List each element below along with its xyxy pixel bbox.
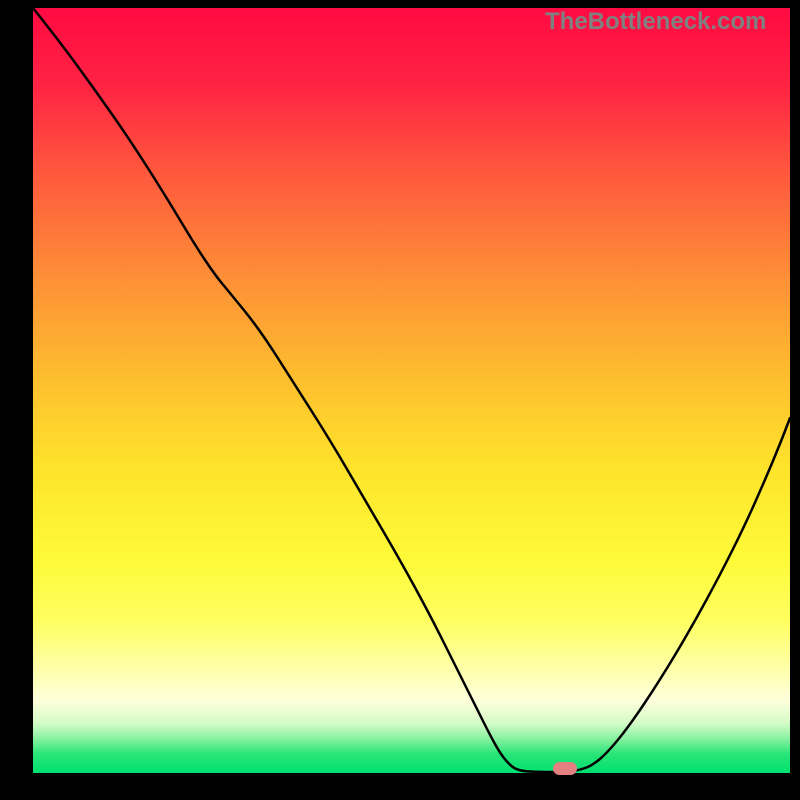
bottleneck-curve [33, 8, 790, 772]
bottleneck-marker [553, 762, 577, 775]
curve-layer [0, 0, 800, 800]
watermark-text: TheBottleneck.com [545, 8, 766, 36]
chart-container: TheBottleneck.com [0, 0, 800, 800]
